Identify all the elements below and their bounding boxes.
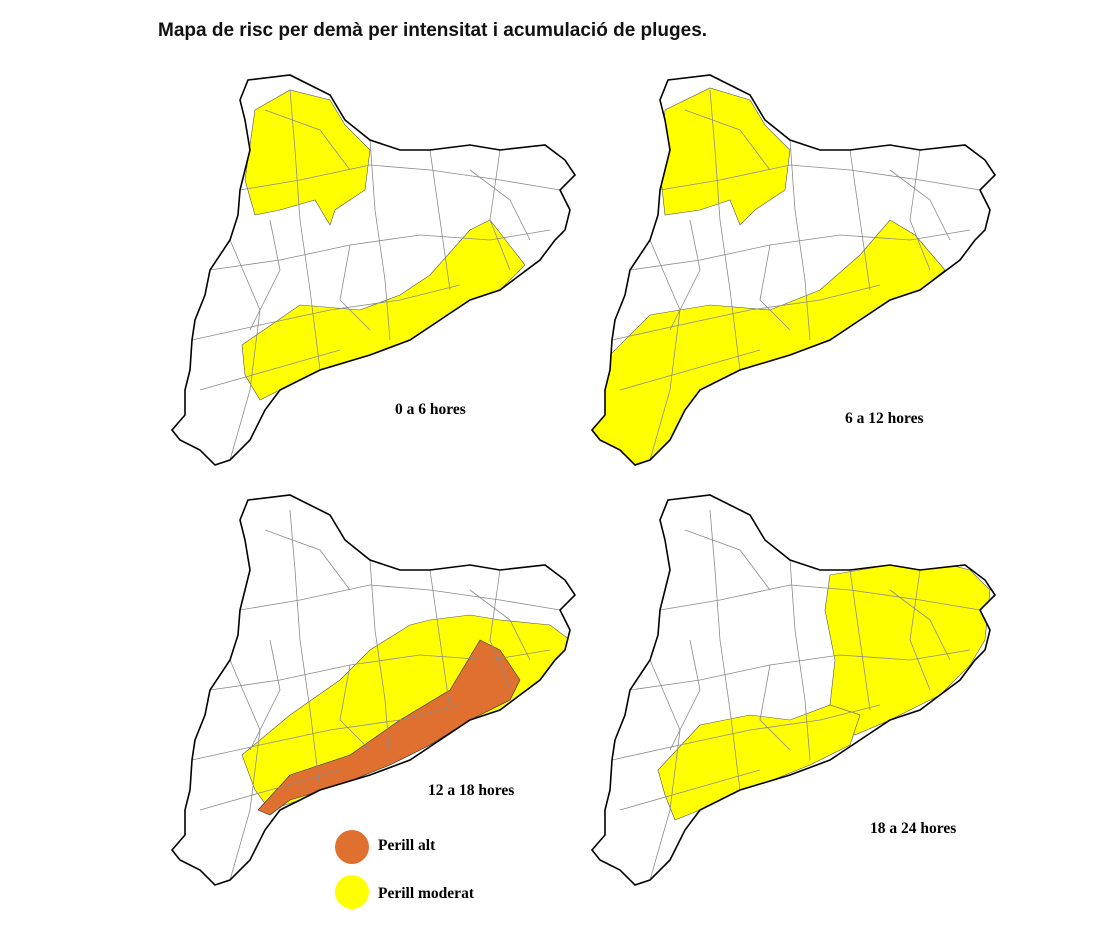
panel-label: 0 a 6 hores bbox=[395, 401, 466, 418]
legend-label: Perill alt bbox=[378, 837, 436, 854]
legend-swatch bbox=[335, 875, 369, 909]
map-panel bbox=[171, 494, 576, 886]
panel-label: 18 a 24 hores bbox=[870, 820, 956, 837]
map-panel bbox=[591, 74, 996, 466]
map-panel bbox=[171, 74, 576, 466]
panel-label: 6 a 12 hores bbox=[845, 410, 924, 427]
legend: Perill alt Perill moderat bbox=[335, 830, 475, 909]
panel-label: 12 a 18 hores bbox=[428, 782, 514, 799]
legend-swatch bbox=[335, 830, 369, 864]
title: Mapa de risc per demà per intensitat i a… bbox=[158, 20, 707, 41]
map-panel bbox=[591, 494, 996, 886]
legend-label: Perill moderat bbox=[378, 885, 475, 902]
